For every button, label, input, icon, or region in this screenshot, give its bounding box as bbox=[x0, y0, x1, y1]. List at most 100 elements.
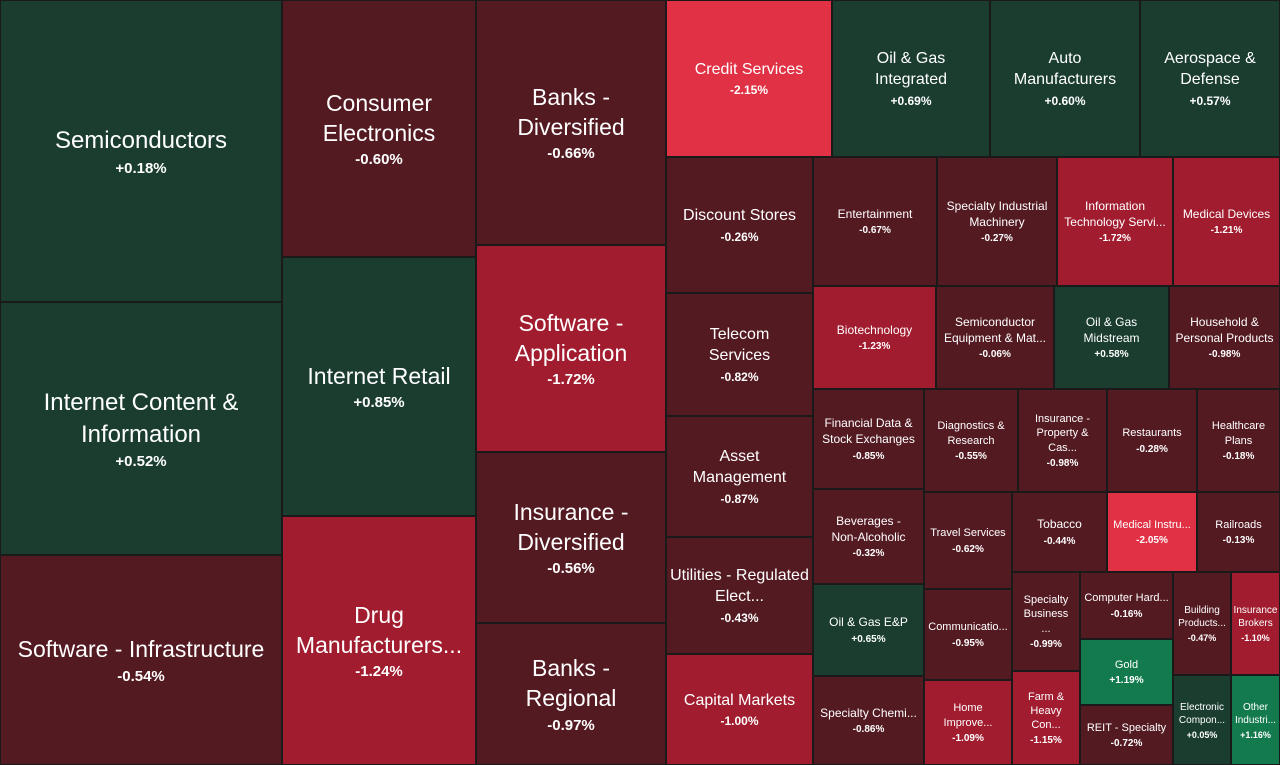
tile-name: Telecom Services bbox=[708, 326, 771, 364]
treemap-tile-capital-markets[interactable]: Capital Markets -1.00% bbox=[666, 654, 813, 765]
treemap-tile-electronic-compon[interactable]: Electronic Compon... +0.05% bbox=[1173, 675, 1231, 765]
treemap-tile-other-industri[interactable]: Other Industri... +1.16% bbox=[1231, 675, 1280, 765]
treemap-tile-credit-services[interactable]: Credit Services -2.15% bbox=[666, 0, 832, 157]
tile-name: Banks - Regional bbox=[525, 655, 617, 711]
treemap-tile-farm-and-heavy-con[interactable]: Farm & Heavy Con... -1.15% bbox=[1012, 671, 1080, 765]
treemap-tile-medical-devices[interactable]: Medical Devices -1.21% bbox=[1173, 157, 1280, 286]
tile-change: +0.65% bbox=[851, 633, 886, 645]
tile-change: -0.66% bbox=[547, 145, 595, 163]
treemap-tile-oil-and-gas-eandp[interactable]: Oil & Gas E&P +0.65% bbox=[813, 584, 924, 676]
treemap-tile-insurance-property-and-cas[interactable]: Insurance - Property & Cas... -0.98% bbox=[1018, 389, 1107, 492]
tile-change: +0.57% bbox=[1189, 93, 1231, 108]
tile-change: -0.98% bbox=[1046, 457, 1079, 469]
tile-change: -0.87% bbox=[720, 491, 759, 506]
treemap-tile-specialty-chemi[interactable]: Specialty Chemi... -0.86% bbox=[813, 676, 924, 765]
tile-name: Insurance - Property & Cas... bbox=[1034, 413, 1091, 454]
tile-name: Specialty Business ... bbox=[1023, 594, 1069, 635]
treemap-tile-internet-retail[interactable]: Internet Retail +0.85% bbox=[282, 257, 476, 516]
treemap-tile-internet-content-and-information[interactable]: Internet Content & Information +0.52% bbox=[0, 302, 282, 555]
treemap-tile-auto-manufacturers[interactable]: Auto Manufacturers +0.60% bbox=[990, 0, 1140, 157]
treemap-tile-specialty-industrial-machinery[interactable]: Specialty Industrial Machinery -0.27% bbox=[937, 157, 1057, 286]
tile-name: Building Products... bbox=[1178, 605, 1226, 629]
tile-change: -0.95% bbox=[952, 637, 984, 649]
treemap-tile-tobacco[interactable]: Tobacco -0.44% bbox=[1012, 492, 1107, 572]
treemap-tile-communicatio[interactable]: Communicatio... -0.95% bbox=[924, 589, 1012, 680]
tile-change: -0.60% bbox=[355, 151, 403, 169]
treemap-tile-restaurants[interactable]: Restaurants -0.28% bbox=[1107, 389, 1197, 492]
tile-change: +1.19% bbox=[1109, 675, 1144, 687]
treemap-tile-biotechnology[interactable]: Biotechnology -1.23% bbox=[813, 286, 936, 389]
tile-change: -0.85% bbox=[852, 450, 885, 462]
treemap-tile-oil-and-gas-midstream[interactable]: Oil & Gas Midstream +0.58% bbox=[1054, 286, 1169, 389]
tile-name: Restaurants bbox=[1122, 427, 1182, 440]
treemap-tile-information-technology-servi[interactable]: Information Technology Servi... -1.72% bbox=[1057, 157, 1173, 286]
tile-name: Oil & Gas Integrated bbox=[874, 50, 948, 88]
treemap-tile-software-infrastructure[interactable]: Software - Infrastructure -0.54% bbox=[0, 555, 282, 765]
tile-name: Internet Content & Information bbox=[43, 389, 239, 448]
treemap-tile-insurance-diversified[interactable]: Insurance - Diversified -0.56% bbox=[476, 452, 666, 623]
tile-change: -0.44% bbox=[1043, 535, 1076, 547]
tile-change: -0.86% bbox=[852, 724, 885, 736]
tile-change: +0.18% bbox=[115, 159, 167, 177]
treemap-tile-medical-instru[interactable]: Medical Instru... -2.05% bbox=[1107, 492, 1197, 572]
treemap-tile-oil-and-gas-integrated[interactable]: Oil & Gas Integrated +0.69% bbox=[832, 0, 990, 157]
tile-name: Diagnostics & Research bbox=[937, 420, 1005, 447]
treemap-tile-utilities-regulated-elect[interactable]: Utilities - Regulated Elect... -0.43% bbox=[666, 537, 813, 654]
tile-name: REIT - Specialty bbox=[1086, 721, 1167, 734]
treemap-tile-household-and-personal-products[interactable]: Household & Personal Products -0.98% bbox=[1169, 286, 1280, 389]
tile-name: Gold bbox=[1114, 658, 1139, 671]
treemap-tile-semiconductors[interactable]: Semiconductors +0.18% bbox=[0, 0, 282, 302]
treemap-tile-consumer-electronics[interactable]: Consumer Electronics -0.60% bbox=[282, 0, 476, 257]
tile-name: Travel Services bbox=[930, 527, 1006, 540]
tile-change: -0.82% bbox=[720, 369, 759, 384]
treemap-tile-software-application[interactable]: Software - Application -1.72% bbox=[476, 245, 666, 452]
tile-change: -0.26% bbox=[720, 229, 759, 244]
treemap-tile-diagnostics-and-research[interactable]: Diagnostics & Research -0.55% bbox=[924, 389, 1018, 492]
tile-name: Information Technology Servi... bbox=[1064, 198, 1166, 229]
tile-change: +0.69% bbox=[890, 93, 932, 108]
tile-change: +0.85% bbox=[353, 394, 405, 412]
treemap-tile-home-improve[interactable]: Home Improve... -1.09% bbox=[924, 680, 1012, 765]
tile-change: -0.97% bbox=[547, 716, 595, 734]
treemap-tile-banks-regional[interactable]: Banks - Regional -0.97% bbox=[476, 623, 666, 765]
tile-name: Semiconductors bbox=[54, 127, 228, 155]
treemap-tile-drug-manufacturers[interactable]: Drug Manufacturers... -1.24% bbox=[282, 516, 476, 765]
treemap-tile-travel-services[interactable]: Travel Services -0.62% bbox=[924, 492, 1012, 589]
tile-name: Oil & Gas Midstream bbox=[1083, 314, 1140, 345]
treemap-tile-aerospace-and-defense[interactable]: Aerospace & Defense +0.57% bbox=[1140, 0, 1280, 157]
tile-change: -1.09% bbox=[952, 732, 984, 744]
tile-change: -0.18% bbox=[1222, 450, 1255, 462]
tile-name: Banks - Diversified bbox=[517, 83, 625, 140]
treemap-tile-telecom-services[interactable]: Telecom Services -0.82% bbox=[666, 293, 813, 416]
treemap-tile-railroads[interactable]: Railroads -0.13% bbox=[1197, 492, 1280, 572]
tile-change: -0.13% bbox=[1222, 535, 1255, 547]
tile-change: -1.72% bbox=[1099, 233, 1131, 245]
treemap-tile-banks-diversified[interactable]: Banks - Diversified -0.66% bbox=[476, 0, 666, 245]
tile-name: Financial Data & Stock Exchanges bbox=[822, 416, 915, 446]
treemap-tile-entertainment[interactable]: Entertainment -0.67% bbox=[813, 157, 937, 286]
tile-change: -0.06% bbox=[979, 349, 1011, 361]
tile-change: +0.05% bbox=[1186, 729, 1218, 740]
treemap-tile-semiconductor-equipment-and-mat[interactable]: Semiconductor Equipment & Mat... -0.06% bbox=[936, 286, 1054, 389]
treemap-tile-building-products[interactable]: Building Products... -0.47% bbox=[1173, 572, 1231, 675]
tile-name: Oil & Gas E&P bbox=[829, 615, 908, 630]
treemap-tile-healthcare-plans[interactable]: Healthcare Plans -0.18% bbox=[1197, 389, 1280, 492]
treemap-tile-insurance-brokers[interactable]: Insurance Brokers -1.10% bbox=[1231, 572, 1280, 675]
tile-name: Semiconductor Equipment & Mat... bbox=[943, 314, 1047, 345]
tile-name: Tobacco bbox=[1037, 517, 1082, 532]
treemap-tile-asset-management[interactable]: Asset Management -0.87% bbox=[666, 416, 813, 537]
tile-change: -0.28% bbox=[1136, 443, 1168, 455]
tile-name: Entertainment bbox=[837, 206, 913, 221]
tile-change: -0.99% bbox=[1030, 638, 1062, 650]
treemap-tile-beverages-non-alcoholic[interactable]: Beverages - Non-Alcoholic -0.32% bbox=[813, 489, 924, 584]
treemap-tile-gold[interactable]: Gold +1.19% bbox=[1080, 639, 1173, 705]
treemap-tile-financial-data-and-stock-exchanges[interactable]: Financial Data & Stock Exchanges -0.85% bbox=[813, 389, 924, 489]
tile-name: Specialty Industrial Machinery bbox=[946, 198, 1048, 229]
treemap-tile-discount-stores[interactable]: Discount Stores -0.26% bbox=[666, 157, 813, 293]
tile-name: Auto Manufacturers bbox=[1013, 50, 1117, 88]
treemap-tile-computer-hard[interactable]: Computer Hard... -0.16% bbox=[1080, 572, 1173, 639]
treemap-tile-specialty-business[interactable]: Specialty Business ... -0.99% bbox=[1012, 572, 1080, 671]
tile-change: -1.72% bbox=[547, 371, 595, 389]
tile-name: Communicatio... bbox=[928, 621, 1008, 634]
treemap-tile-reit-specialty[interactable]: REIT - Specialty -0.72% bbox=[1080, 705, 1173, 765]
